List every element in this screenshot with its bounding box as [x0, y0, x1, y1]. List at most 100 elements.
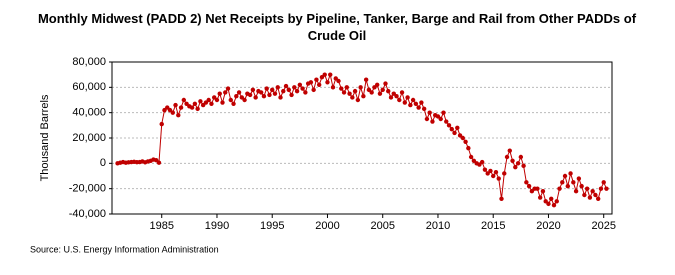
- data-point: [488, 168, 493, 174]
- data-point: [292, 85, 297, 90]
- data-point: [281, 88, 286, 94]
- data-point: [225, 86, 231, 91]
- data-point: [515, 161, 521, 166]
- data-point: [272, 91, 278, 96]
- data-point: [173, 102, 178, 108]
- data-point: [311, 87, 316, 93]
- data-point: [278, 95, 283, 100]
- data-point: [546, 201, 551, 207]
- data-point: [308, 80, 314, 85]
- data-point: [560, 180, 565, 185]
- data-point: [303, 90, 308, 95]
- data-point: [383, 81, 388, 86]
- data-point: [369, 90, 374, 95]
- data-point: [565, 183, 571, 189]
- data-point: [554, 199, 559, 204]
- data-point: [322, 72, 327, 77]
- data-point: [316, 82, 322, 88]
- data-point: [590, 189, 595, 194]
- data-point: [562, 173, 568, 179]
- data-point: [402, 100, 408, 105]
- data-point: [568, 171, 573, 176]
- data-point: [236, 90, 242, 95]
- data-point: [341, 90, 347, 95]
- data-point: [397, 97, 402, 103]
- data-point: [479, 159, 485, 165]
- series-line: [117, 72, 607, 207]
- data-point: [446, 123, 452, 128]
- data-point: [394, 94, 399, 99]
- data-point: [261, 94, 267, 99]
- data-point: [455, 125, 460, 131]
- data-point: [463, 139, 468, 144]
- y-tick-label: 80,000: [72, 56, 106, 68]
- y-tick-label: 20,000: [72, 132, 106, 144]
- data-point: [314, 77, 319, 82]
- data-point: [189, 105, 195, 110]
- data-point: [217, 91, 222, 96]
- data-point: [493, 170, 499, 175]
- data-point: [421, 106, 427, 112]
- data-point: [328, 72, 333, 77]
- data-point: [270, 87, 275, 93]
- data-point: [601, 180, 606, 185]
- data-point: [499, 196, 504, 201]
- data-point: [330, 85, 336, 90]
- data-point: [557, 186, 562, 191]
- x-tick-label: 2015: [481, 220, 505, 232]
- data-point: [491, 173, 496, 179]
- data-point: [264, 86, 269, 91]
- data-point: [524, 180, 529, 185]
- data-point: [242, 97, 247, 103]
- data-point: [300, 86, 305, 91]
- data-point: [535, 186, 540, 191]
- source: Source: U.S. Energy Information Administ…: [30, 244, 219, 254]
- data-point: [214, 97, 220, 103]
- data-point: [582, 192, 587, 198]
- data-point: [482, 167, 488, 172]
- data-point: [350, 95, 355, 100]
- y-tick-label: 40,000: [72, 107, 106, 119]
- data-point: [427, 110, 432, 115]
- x-tick-label: 2005: [370, 220, 394, 232]
- data-point: [496, 176, 501, 181]
- data-point: [595, 196, 601, 201]
- data-point: [449, 126, 454, 132]
- data-point: [234, 94, 239, 99]
- data-point: [399, 90, 405, 95]
- data-point: [537, 195, 543, 200]
- data-point: [507, 148, 512, 153]
- x-tick-label: 1990: [205, 220, 229, 232]
- data-point: [549, 196, 554, 201]
- data-point: [587, 195, 593, 200]
- data-point: [521, 163, 526, 169]
- data-point: [156, 160, 162, 165]
- data-point: [283, 83, 289, 89]
- data-point: [352, 88, 358, 94]
- data-point: [253, 95, 258, 100]
- data-point: [198, 99, 203, 104]
- data-point: [178, 105, 184, 110]
- x-tick-label: 2000: [315, 220, 339, 232]
- data-point: [209, 101, 214, 107]
- data-point: [540, 189, 546, 194]
- data-point: [584, 186, 590, 191]
- data-point: [258, 90, 264, 95]
- data-point: [573, 189, 579, 194]
- x-tick-label: 1995: [260, 220, 284, 232]
- data-point: [358, 85, 363, 90]
- y-tick-label: 60,000: [72, 81, 106, 93]
- data-point: [419, 100, 424, 105]
- data-point: [502, 171, 507, 176]
- data-point: [159, 121, 164, 127]
- data-point: [438, 116, 443, 122]
- data-point: [380, 87, 385, 93]
- plot-border: [111, 61, 613, 215]
- x-tick-label: 2010: [426, 220, 450, 232]
- y-tick-label: 0: [100, 157, 106, 169]
- data-point: [355, 97, 361, 103]
- data-point: [267, 92, 272, 98]
- data-point: [377, 91, 383, 96]
- data-point: [413, 101, 419, 107]
